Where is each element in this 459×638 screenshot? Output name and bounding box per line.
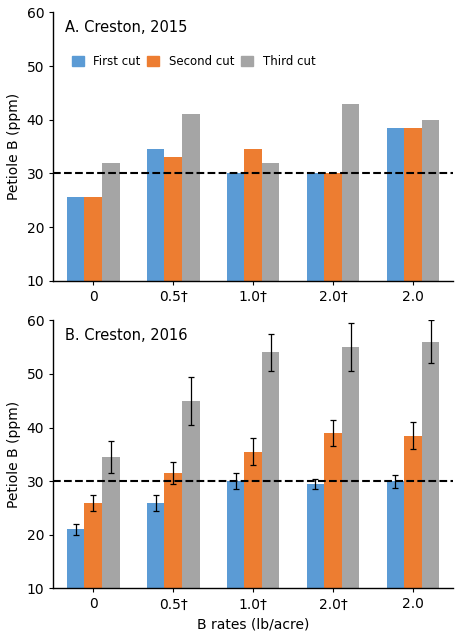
- Y-axis label: Petiole B (ppm): Petiole B (ppm): [7, 93, 21, 200]
- Bar: [403, 128, 421, 281]
- Bar: [84, 503, 102, 588]
- Bar: [102, 457, 119, 588]
- Bar: [181, 114, 199, 281]
- Bar: [306, 174, 324, 281]
- Bar: [84, 198, 102, 281]
- Bar: [324, 174, 341, 281]
- Bar: [102, 163, 119, 281]
- Bar: [341, 103, 358, 281]
- Bar: [261, 163, 279, 281]
- Text: B. Creston, 2016: B. Creston, 2016: [65, 329, 187, 343]
- Bar: [403, 436, 421, 588]
- Bar: [261, 352, 279, 588]
- Bar: [146, 503, 164, 588]
- Text: A. Creston, 2015: A. Creston, 2015: [65, 20, 187, 36]
- Bar: [421, 342, 438, 588]
- Bar: [164, 473, 181, 588]
- Bar: [164, 158, 181, 281]
- Bar: [306, 484, 324, 588]
- Legend: First cut, Second cut, Third cut: First cut, Second cut, Third cut: [67, 50, 319, 73]
- Bar: [421, 120, 438, 281]
- Bar: [386, 481, 403, 588]
- Bar: [244, 452, 261, 588]
- Bar: [341, 347, 358, 588]
- Bar: [67, 530, 84, 588]
- Bar: [324, 433, 341, 588]
- Bar: [67, 198, 84, 281]
- Bar: [386, 128, 403, 281]
- Bar: [146, 149, 164, 281]
- Bar: [244, 149, 261, 281]
- X-axis label: B rates (lb/acre): B rates (lb/acre): [196, 617, 308, 631]
- Bar: [226, 174, 244, 281]
- Bar: [226, 481, 244, 588]
- Bar: [181, 401, 199, 588]
- Y-axis label: Petiole B (ppm): Petiole B (ppm): [7, 401, 21, 508]
